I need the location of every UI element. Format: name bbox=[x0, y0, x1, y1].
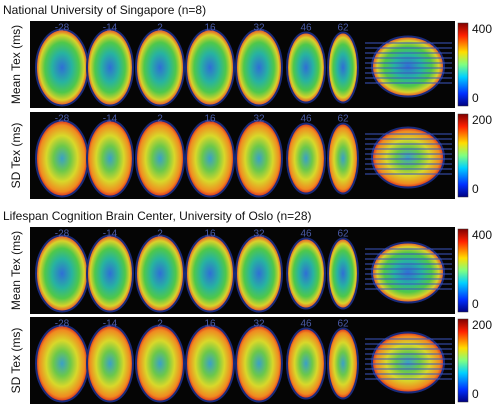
slice-label: 2 bbox=[157, 114, 163, 125]
slice-label: 16 bbox=[204, 229, 216, 240]
brain-slice bbox=[327, 237, 359, 310]
brain-slice bbox=[235, 119, 283, 198]
brain-slice bbox=[235, 28, 283, 107]
row-label: SD Tex (ms) bbox=[9, 328, 23, 394]
brain-slice bbox=[286, 327, 326, 400]
brain-slice bbox=[86, 119, 134, 198]
colorbar-min: 0 bbox=[472, 91, 479, 105]
colorbar-max: 400 bbox=[472, 22, 492, 36]
slice-label: 32 bbox=[253, 114, 265, 125]
slice-label: 62 bbox=[337, 23, 349, 34]
slice-label: 46 bbox=[300, 23, 312, 34]
row-label: SD Tex (ms) bbox=[9, 123, 23, 189]
brain-slice bbox=[327, 31, 359, 104]
brain-slice bbox=[235, 324, 283, 403]
slice-label: 62 bbox=[337, 229, 349, 240]
brain-slice bbox=[35, 28, 89, 107]
colorbar-min: 0 bbox=[472, 182, 479, 196]
section-title: Lifespan Cognition Brain Center, Univers… bbox=[3, 209, 312, 223]
slice-label: 46 bbox=[300, 319, 312, 330]
brain-slice bbox=[135, 28, 185, 107]
colorbar-max: 200 bbox=[472, 113, 492, 127]
slice-label: 2 bbox=[157, 319, 163, 330]
brain-slice bbox=[286, 237, 326, 310]
slice-label: 46 bbox=[300, 229, 312, 240]
slice-label: 46 bbox=[300, 114, 312, 125]
section-title: National University of Singapore (n=8) bbox=[3, 3, 206, 17]
slice-label: -14 bbox=[103, 23, 118, 34]
brain-slice bbox=[35, 234, 89, 313]
slice-label: 16 bbox=[204, 23, 216, 34]
brain-slice bbox=[35, 119, 89, 198]
brain-slice bbox=[35, 324, 89, 403]
brain-slice bbox=[135, 324, 185, 403]
brain-slice bbox=[135, 119, 185, 198]
brain-slice bbox=[86, 28, 134, 107]
brain-slice bbox=[185, 119, 235, 198]
slice-label: 32 bbox=[253, 319, 265, 330]
brain-slice bbox=[327, 122, 359, 195]
slice-label: 62 bbox=[337, 114, 349, 125]
brain-slice bbox=[185, 234, 235, 313]
slice-label: 62 bbox=[337, 319, 349, 330]
row-label: Mean Tex (ms) bbox=[9, 25, 23, 104]
slice-label: -28 bbox=[55, 319, 70, 330]
brain-slice bbox=[86, 324, 134, 403]
sagittal-view bbox=[371, 126, 445, 189]
colorbar bbox=[457, 318, 469, 403]
colorbar-min: 0 bbox=[472, 387, 479, 401]
brain-slice bbox=[86, 234, 134, 313]
brain-slice bbox=[235, 234, 283, 313]
brain-slice bbox=[327, 327, 359, 400]
slice-label: -28 bbox=[55, 23, 70, 34]
colorbar bbox=[457, 113, 469, 198]
colorbar-max: 400 bbox=[472, 228, 492, 242]
slice-label: -14 bbox=[103, 114, 118, 125]
colorbar bbox=[457, 22, 469, 107]
sagittal-view bbox=[371, 241, 445, 304]
brain-slice bbox=[286, 122, 326, 195]
slice-label: 2 bbox=[157, 23, 163, 34]
colorbar-min: 0 bbox=[472, 297, 479, 311]
brain-slice bbox=[286, 31, 326, 104]
row-label: Mean Tex (ms) bbox=[9, 231, 23, 310]
slice-label: -28 bbox=[55, 114, 70, 125]
sagittal-view bbox=[371, 35, 445, 98]
sagittal-view bbox=[371, 331, 445, 394]
slice-label: 32 bbox=[253, 23, 265, 34]
slice-label: 32 bbox=[253, 229, 265, 240]
slice-label: -28 bbox=[55, 229, 70, 240]
slice-label: -14 bbox=[103, 229, 118, 240]
brain-slice bbox=[185, 28, 235, 107]
colorbar bbox=[457, 228, 469, 313]
brain-slice bbox=[185, 324, 235, 403]
colorbar-max: 200 bbox=[472, 318, 492, 332]
brain-slice bbox=[135, 234, 185, 313]
slice-label: 2 bbox=[157, 229, 163, 240]
slice-label: 16 bbox=[204, 114, 216, 125]
slice-label: 16 bbox=[204, 319, 216, 330]
slice-label: -14 bbox=[103, 319, 118, 330]
